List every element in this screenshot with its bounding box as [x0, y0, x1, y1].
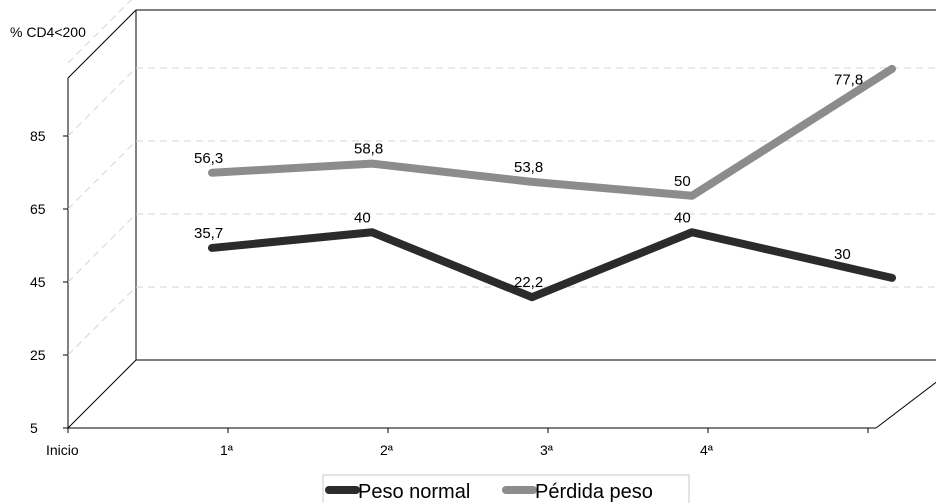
data-point-perdida-peso	[209, 169, 215, 176]
y-tick-label: 45	[30, 274, 46, 290]
legend-item-perdida-peso: Pérdida peso	[502, 481, 653, 503]
series-line-perdida-peso	[208, 64, 896, 200]
data-label-perdida-peso: 77,8	[834, 71, 863, 88]
y-tick-label: 25	[30, 347, 46, 363]
data-labels: 35,7 40 22,2 40 30 56,3 58,8 53,8 50 77,8	[194, 71, 863, 291]
x-tick-label-inicio: Inicio	[46, 442, 79, 458]
gridline-side	[67, 213, 137, 283]
gridline-side	[67, 286, 137, 356]
data-label-perdida-peso: 53,8	[514, 159, 543, 176]
series-lines	[208, 64, 896, 302]
x-tick-label-2: 2ª	[380, 442, 394, 458]
data-point-perdida-peso	[529, 178, 535, 185]
data-point-peso-normal	[369, 229, 375, 236]
left-wall-top-edge	[67, 9, 137, 79]
floor-right-edge	[875, 381, 936, 429]
data-label-peso-normal: 40	[674, 209, 691, 226]
series-line-peso-normal	[208, 228, 896, 302]
data-point-peso-normal	[849, 265, 855, 272]
x-tick-label-3: 3ª	[540, 442, 554, 458]
gridline-side	[67, 0, 132, 64]
data-point-perdida-peso	[849, 91, 855, 98]
data-point-peso-normal	[209, 244, 215, 251]
gridline-side	[67, 140, 137, 210]
chart-frame	[67, 9, 936, 429]
data-label-peso-normal: 30	[834, 246, 851, 263]
x-tick-label-4: 4ª	[700, 442, 714, 458]
y-tick-label: 85	[30, 128, 46, 144]
legend-label-perdida-peso: Pérdida peso	[535, 481, 653, 503]
data-label-peso-normal: 40	[354, 209, 371, 226]
data-point-peso-normal	[529, 294, 535, 301]
data-label-perdida-peso: 58,8	[354, 141, 383, 158]
y-tick-label: 65	[30, 201, 46, 217]
legend: Peso normal Pérdida peso	[322, 474, 690, 503]
data-point-perdida-peso	[369, 160, 375, 167]
gridline-side	[67, 67, 137, 137]
data-label-peso-normal: 35,7	[194, 225, 223, 242]
data-label-perdida-peso: 56,3	[194, 150, 223, 167]
data-label-peso-normal: 22,2	[514, 274, 543, 291]
y-axis-label: % CD4<200	[10, 24, 86, 40]
y-tick-label: 5	[30, 420, 38, 436]
floor-left-edge	[67, 359, 137, 429]
legend-item-peso-normal: Peso normal	[325, 481, 470, 503]
axis-ticks: 5 25 45 65 85 Inicio 1ª 2ª 3ª 4ª	[30, 128, 869, 458]
data-point-peso-normal	[689, 229, 695, 236]
x-tick-label-1: 1ª	[220, 442, 234, 458]
legend-label-peso-normal: Peso normal	[358, 481, 470, 503]
data-point-perdida-peso	[689, 192, 695, 199]
data-label-perdida-peso: 50	[674, 173, 691, 190]
